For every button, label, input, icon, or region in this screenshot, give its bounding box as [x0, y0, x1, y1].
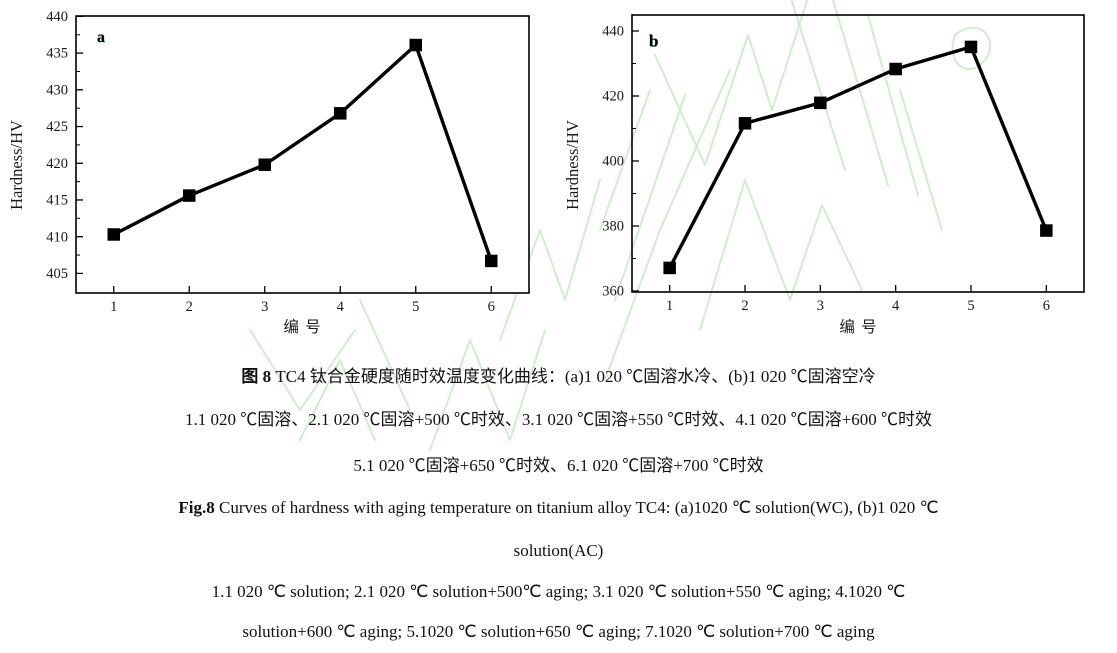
svg-text:3: 3 [817, 298, 824, 314]
svg-text:b: b [649, 32, 658, 51]
svg-text:4: 4 [337, 299, 345, 315]
svg-text:440: 440 [602, 24, 624, 40]
svg-text:Hardness/HV: Hardness/HV [7, 120, 26, 210]
svg-text:440: 440 [46, 9, 68, 25]
svg-text:2: 2 [741, 298, 748, 314]
svg-text:3: 3 [261, 299, 268, 315]
svg-text:420: 420 [602, 89, 624, 105]
svg-text:1: 1 [666, 298, 673, 314]
svg-text:380: 380 [602, 219, 624, 235]
svg-text:430: 430 [46, 82, 68, 98]
svg-text:415: 415 [46, 193, 68, 209]
svg-text:6: 6 [1043, 298, 1050, 314]
svg-text:a: a [97, 29, 105, 46]
svg-text:Hardness/HV: Hardness/HV [563, 120, 582, 210]
svg-text:400: 400 [602, 154, 624, 170]
svg-text:435: 435 [46, 46, 68, 62]
svg-text:5: 5 [412, 299, 419, 315]
svg-text:4: 4 [892, 298, 900, 314]
svg-text:编 号: 编 号 [283, 318, 320, 336]
svg-text:2: 2 [186, 299, 193, 315]
svg-text:1: 1 [110, 299, 117, 315]
svg-text:405: 405 [46, 266, 68, 282]
svg-text:6: 6 [488, 299, 495, 315]
svg-text:410: 410 [46, 229, 68, 245]
svg-text:编 号: 编 号 [839, 318, 876, 336]
svg-text:5: 5 [967, 298, 974, 314]
svg-text:425: 425 [46, 119, 68, 135]
svg-text:360: 360 [602, 284, 624, 300]
svg-text:420: 420 [46, 156, 68, 172]
